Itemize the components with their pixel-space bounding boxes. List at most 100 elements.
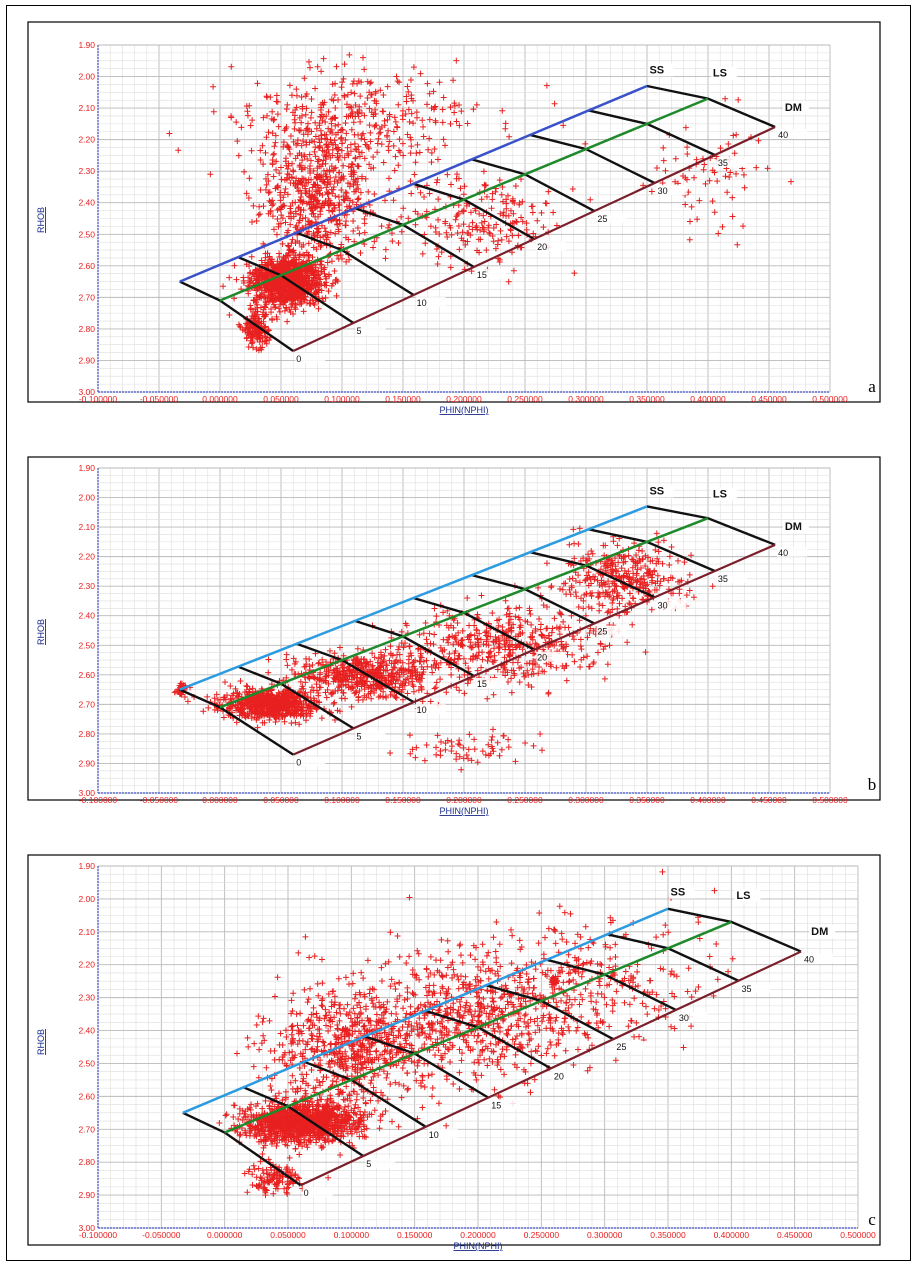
data-point: [278, 258, 285, 265]
x-axis-label: PHIN(NPHI): [440, 806, 489, 816]
data-point: [253, 292, 260, 299]
y-tick-label: 2.30: [78, 581, 95, 591]
data-point: [276, 308, 283, 315]
data-point: [325, 271, 332, 278]
data-point: [240, 279, 247, 286]
porosity-label: 30: [658, 600, 668, 610]
porosity-label: 10: [417, 705, 427, 715]
y-tick-label: 2.80: [78, 729, 95, 739]
data-point: [270, 261, 277, 268]
data-point: [286, 284, 293, 291]
data-point: [256, 273, 263, 280]
data-point: [280, 301, 287, 308]
data-point: [257, 284, 264, 291]
y-tick-label: 2.40: [78, 198, 95, 208]
porosity-label: 10: [417, 298, 427, 308]
data-point: [321, 264, 328, 271]
data-point: [315, 305, 322, 312]
x-tick-label: 0.250000: [507, 795, 543, 805]
y-tick-label: 2.60: [78, 261, 95, 271]
x-tick-label: 0.350000: [629, 394, 665, 404]
porosity-label: 40: [778, 548, 788, 558]
y-tick-label: 2.20: [78, 552, 95, 562]
data-point: [264, 260, 271, 267]
x-tick-label: 0.400000: [690, 795, 726, 805]
x-tick-label: 0.450000: [751, 795, 787, 805]
y-tick-label: 2.90: [78, 355, 95, 365]
porosity-label: 5: [356, 326, 361, 336]
data-point: [268, 309, 275, 316]
data-point: [233, 276, 240, 283]
data-point: [265, 287, 272, 294]
x-tick-label: 0.050000: [263, 394, 299, 404]
data-point: [275, 305, 282, 312]
x-tick-label: 0.200000: [446, 394, 482, 404]
y-tick-label: 2.80: [78, 324, 95, 334]
data-point: [312, 264, 319, 271]
data-point: [226, 274, 233, 281]
plot-grid: [97, 44, 831, 393]
data-point: [231, 295, 238, 302]
data-point: [302, 293, 309, 300]
y-tick-label: 2.00: [78, 493, 95, 503]
data-point: [314, 279, 321, 286]
y-tick-label: 2.00: [78, 72, 95, 82]
data-point: [243, 261, 250, 268]
data-point: [287, 308, 294, 315]
x-tick-label: 0.300000: [568, 795, 604, 805]
panel-letter: a: [868, 377, 876, 396]
porosity-label: 30: [658, 186, 668, 196]
data-point: [258, 294, 265, 301]
x-tick-label: 0.250000: [507, 394, 543, 404]
porosity-label: 15: [477, 270, 487, 280]
scatter-points: [166, 51, 794, 354]
data-point: [332, 279, 339, 286]
data-point: [300, 308, 307, 315]
y-tick-label: 2.70: [78, 699, 95, 709]
y-tick-label: 2.70: [78, 292, 95, 302]
data-point: [305, 277, 312, 284]
data-point: [295, 292, 302, 299]
data-point: [289, 259, 296, 266]
data-point: [300, 251, 307, 258]
x-tick-label: 0.450000: [751, 394, 787, 404]
data-point: [226, 311, 233, 318]
data-point: [248, 253, 255, 260]
panel-border: [27, 21, 881, 403]
x-tick-label: 0.000000: [202, 394, 238, 404]
porosity-label: 0: [296, 354, 301, 364]
data-point: [287, 292, 294, 299]
lithology-label-ls: LS: [713, 68, 727, 80]
lithology-label-dm: DM: [785, 102, 802, 114]
data-point: [252, 267, 259, 274]
data-point: [262, 250, 269, 257]
data-point: [303, 270, 310, 277]
data-point: [253, 299, 260, 306]
data-point: [333, 292, 340, 299]
x-tick-label: -0.050000: [140, 795, 179, 805]
y-tick-label: 2.50: [78, 229, 95, 239]
data-point: [258, 267, 265, 274]
porosity-label: 40: [778, 130, 788, 140]
x-tick-label: 0.150000: [385, 795, 421, 805]
data-point: [284, 318, 291, 325]
x-tick-label: 0.350000: [629, 795, 665, 805]
x-tick-label: 0.500000: [812, 795, 848, 805]
x-tick-label: 0.000000: [202, 795, 238, 805]
porosity-label: 35: [718, 574, 728, 584]
data-point: [255, 277, 262, 284]
y-tick-label: 2.20: [78, 135, 95, 145]
x-tick-label: -0.100000: [79, 394, 118, 404]
data-point: [323, 275, 330, 282]
data-point: [281, 262, 288, 269]
data-point: [273, 313, 280, 320]
data-point: [231, 262, 238, 269]
data-point: [294, 297, 301, 304]
x-tick-label: 0.150000: [385, 394, 421, 404]
data-point: [266, 253, 273, 260]
data-point: [267, 297, 274, 304]
y-tick-label: 1.90: [78, 40, 95, 50]
x-tick-label: 0.400000: [690, 394, 726, 404]
x-tick-label: 0.100000: [324, 394, 360, 404]
porosity-label: 15: [477, 679, 487, 689]
